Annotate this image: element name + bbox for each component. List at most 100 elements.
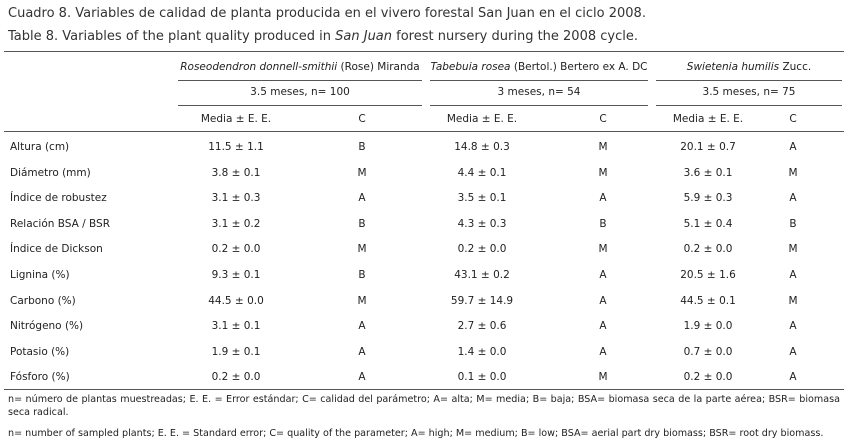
sample-size: 3 meses, n= 54 <box>497 86 581 98</box>
cell: A <box>599 192 607 205</box>
cell: M <box>357 294 367 307</box>
cell: 1.4 ± 0.0 <box>457 345 507 358</box>
cell: A <box>789 320 797 333</box>
row-label: Índice de Dickson <box>10 243 103 256</box>
cell: M <box>598 371 608 384</box>
species-name: Swietenia humilis <box>686 61 780 73</box>
cell: 3.1 ± 0.1 <box>211 320 261 333</box>
footnote-en: n= number of sampled plants; E. E. = Sta… <box>8 428 824 439</box>
row-label: Índice de robustez <box>10 192 107 205</box>
header-rule <box>656 105 842 106</box>
cell: 4.3 ± 0.3 <box>457 217 507 230</box>
cell: 0.2 ± 0.0 <box>211 371 261 384</box>
cell: A <box>358 371 366 384</box>
species-name: Roseodendron donnell-smithii <box>180 61 338 73</box>
subheader: Media ± E. E. <box>200 113 272 125</box>
caption-part: San Juan <box>335 29 393 44</box>
cell: A <box>358 192 366 205</box>
cell: A <box>599 320 607 333</box>
header-rule <box>178 105 422 106</box>
species-author: Zucc. <box>782 61 812 73</box>
cell: A <box>599 345 607 358</box>
bottom-rule <box>4 389 844 390</box>
header-rule <box>430 105 648 106</box>
cell: 9.3 ± 0.1 <box>211 269 261 281</box>
cell: B <box>358 141 366 153</box>
cell: B <box>358 269 366 281</box>
subheader: C <box>789 113 797 125</box>
header-rule <box>430 80 648 81</box>
header-rule <box>656 80 842 81</box>
cell: 3.5 ± 0.1 <box>457 192 507 205</box>
cell: 11.5 ± 1.1 <box>208 141 264 153</box>
cell: A <box>599 269 607 281</box>
cell: A <box>599 294 607 307</box>
cell: 3.1 ± 0.2 <box>211 217 261 230</box>
cell: 5.1 ± 0.4 <box>683 217 733 230</box>
footnote-es: n= número de plantas muestreadas; E. E. … <box>8 394 840 418</box>
cell: M <box>357 166 367 179</box>
cell: A <box>789 371 797 384</box>
species-author: (Rose) Miranda <box>340 61 420 73</box>
subheader: C <box>358 113 366 125</box>
cell: 5.9 ± 0.3 <box>683 192 733 205</box>
cell: 3.6 ± 0.1 <box>683 166 733 179</box>
cell: 20.5 ± 1.6 <box>680 269 736 281</box>
row-label: Fósforo (%) <box>10 371 70 384</box>
subheader: Media ± E. E. <box>672 113 744 125</box>
cell: 4.4 ± 0.1 <box>457 166 507 179</box>
sample-size: 3.5 meses, n= 100 <box>250 86 350 98</box>
cell: 59.7 ± 14.9 <box>450 294 514 307</box>
row-label: Altura (cm) <box>10 141 70 153</box>
cell: 3.8 ± 0.1 <box>211 166 261 179</box>
row-label: Relación BSA / BSR <box>10 217 110 230</box>
species-header: Tabebuia rosea (Bertol.) Bertero ex A. D… <box>431 61 648 73</box>
subheader: Media ± E. E. <box>446 113 518 125</box>
row-label: Nitrógeno (%) <box>10 320 84 333</box>
caption-part: forest nursery during the 2008 cycle. <box>392 29 638 44</box>
subheader: C <box>599 113 607 125</box>
cell: 20.1 ± 0.7 <box>680 141 736 153</box>
cell: 1.9 ± 0.1 <box>211 345 261 358</box>
cell: M <box>788 294 798 307</box>
species-name: Tabebuia rosea <box>430 61 511 73</box>
cell: M <box>598 243 608 256</box>
cell: A <box>789 345 797 358</box>
cell: 3.1 ± 0.3 <box>211 192 261 205</box>
species-header: Swietenia humilis Zucc. <box>687 61 811 73</box>
cell: A <box>789 141 797 153</box>
cell: B <box>599 217 607 230</box>
cell: 14.8 ± 0.3 <box>454 141 510 153</box>
top-rule <box>4 51 844 52</box>
cell: 0.7 ± 0.0 <box>683 345 733 358</box>
cell: 2.7 ± 0.6 <box>457 320 507 333</box>
cell: 43.1 ± 0.2 <box>454 269 510 281</box>
cell: A <box>789 192 797 205</box>
caption-en: Table 8. Variables of the plant quality … <box>8 29 638 44</box>
cell: A <box>789 269 797 281</box>
cell: B <box>789 217 797 230</box>
header-rule <box>4 131 844 132</box>
cell: 0.2 ± 0.0 <box>683 243 733 256</box>
cell: M <box>598 166 608 179</box>
cell: 0.2 ± 0.0 <box>211 243 261 256</box>
sample-size: 3.5 meses, n= 75 <box>702 86 796 98</box>
row-label: Lignina (%) <box>10 269 70 281</box>
cell: M <box>598 141 608 153</box>
cell: B <box>358 217 366 230</box>
cell: 44.5 ± 0.0 <box>208 294 264 307</box>
cell: A <box>358 320 366 333</box>
row-label: Potasio (%) <box>10 345 70 358</box>
species-header: Roseodendron donnell-smithii (Rose) Mira… <box>180 61 420 73</box>
cell: 0.1 ± 0.0 <box>457 371 507 384</box>
cell: A <box>358 345 366 358</box>
row-label: Diámetro (mm) <box>10 166 91 179</box>
species-author: (Bertol.) Bertero ex A. DC <box>513 61 648 73</box>
caption-es: Cuadro 8. Variables de calidad de planta… <box>8 6 646 21</box>
cell: 0.2 ± 0.0 <box>457 243 507 256</box>
cell: M <box>788 166 798 179</box>
cell: 1.9 ± 0.0 <box>683 320 733 333</box>
cell: M <box>357 243 367 256</box>
cell: M <box>788 243 798 256</box>
